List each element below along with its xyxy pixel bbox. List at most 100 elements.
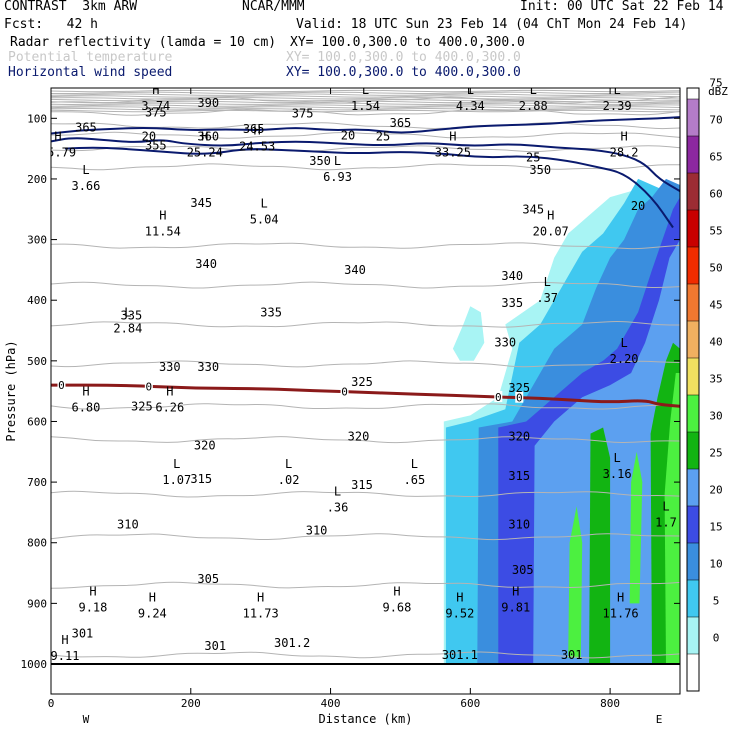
theta-contour-305 bbox=[51, 581, 680, 589]
extremum-value-22: .65 bbox=[404, 473, 426, 487]
theta-label-17: 335 bbox=[501, 296, 523, 310]
theta-upper-contour-10 bbox=[51, 107, 680, 111]
y-tick-label-1000: 1000 bbox=[21, 658, 48, 671]
extremum-value-31: 9.81 bbox=[501, 600, 530, 614]
extremum-value-19: 6.26 bbox=[155, 400, 184, 414]
extremum-value-12: 5.04 bbox=[250, 212, 279, 226]
freezing-label-2: 0 bbox=[341, 386, 348, 399]
colorbar-label-35: 35 bbox=[709, 373, 722, 386]
extremum-mark-21: L bbox=[285, 457, 292, 471]
extremum-value-8: 33.25 bbox=[435, 146, 471, 160]
freezing-level-layer: 0 0 0 0 0 bbox=[51, 379, 680, 408]
colorbar-swatch-7 bbox=[687, 395, 699, 432]
field3-label: Horizontal wind speed bbox=[8, 65, 173, 80]
theta-label-7: 355 bbox=[145, 139, 167, 153]
theta-label-0: 390 bbox=[197, 96, 219, 110]
colorbar-swatch-11 bbox=[687, 247, 699, 284]
extremum-value-17: 2.20 bbox=[610, 352, 639, 366]
model-label: CONTRAST 3km ARW bbox=[4, 0, 138, 14]
theta-label-4: 365 bbox=[243, 122, 265, 136]
x-axis-label: Distance (km) bbox=[319, 712, 413, 726]
extremum-value-20: 1.07 bbox=[162, 473, 191, 487]
extremum-mark-9: H bbox=[620, 130, 627, 144]
extremum-mark-6: H bbox=[201, 130, 208, 144]
extremum-value-14: 20.07 bbox=[533, 224, 569, 238]
theta-label-28: 315 bbox=[351, 478, 373, 492]
theta-label-37: 301.2 bbox=[274, 636, 310, 650]
theta-label-9: 350 bbox=[529, 163, 551, 177]
extremum-mark-3: L bbox=[530, 83, 537, 97]
colorbar-label-5: 5 bbox=[713, 595, 720, 608]
colorbar-frame bbox=[686, 87, 700, 692]
theta-label-18: 330 bbox=[159, 360, 181, 374]
colorbar-label-55: 55 bbox=[709, 225, 722, 238]
extremum-mark-31: H bbox=[512, 584, 519, 598]
theta-label-32: 310 bbox=[508, 518, 530, 532]
reflectivity-layer bbox=[443, 178, 680, 664]
theta-label-19: 330 bbox=[197, 360, 219, 374]
extremum-value-1: 1.54 bbox=[351, 99, 380, 113]
extremum-value-23: 3.16 bbox=[603, 467, 632, 481]
theta-label-22: 325 bbox=[351, 375, 373, 389]
y-tick-label-300: 300 bbox=[27, 234, 47, 247]
extremum-mark-1: L bbox=[362, 83, 369, 97]
extremum-mark-12: L bbox=[261, 196, 268, 210]
theta-upper-contour-7 bbox=[51, 102, 680, 105]
field1-xy: XY= 100.0,300.0 to 400.0,300.0 bbox=[290, 35, 525, 50]
field2-label: Potential temperature bbox=[8, 50, 173, 65]
extremum-value-5: 25.79 bbox=[40, 146, 76, 160]
theta-contour-390 bbox=[51, 96, 680, 104]
extremum-mark-13: H bbox=[159, 208, 166, 222]
y-tick-label-900: 900 bbox=[27, 597, 47, 610]
extremum-value-33: 9.11 bbox=[51, 649, 80, 663]
theta-label-10: 345 bbox=[190, 196, 212, 210]
wind-label-0: 20 bbox=[142, 130, 156, 144]
extremum-value-16: 2.84 bbox=[113, 321, 142, 335]
theta-contour-330 bbox=[51, 360, 680, 368]
x-end-east: E bbox=[656, 713, 663, 726]
reflectivity-region-9 bbox=[629, 451, 643, 604]
theta-contour-350 bbox=[51, 163, 680, 171]
theta-label-33: 305 bbox=[197, 572, 219, 586]
colorbar-label-30: 30 bbox=[709, 410, 722, 423]
extremum-value-32: 11.76 bbox=[603, 606, 639, 620]
colorbar-label-40: 40 bbox=[709, 336, 722, 349]
colorbar-label-60: 60 bbox=[709, 188, 722, 201]
extremum-value-9: 28.2 bbox=[610, 146, 639, 160]
field2-xy: XY= 100.0,300.0 to 400.0,300.0 bbox=[286, 50, 521, 65]
extremum-mark-17: L bbox=[620, 336, 627, 350]
colorbar-label-20: 20 bbox=[709, 484, 722, 497]
extremum-value-27: 9.24 bbox=[138, 606, 167, 620]
contour-label-layer: 390 375 375 365 365 365 360 355 350 350 345 345 340 3… bbox=[40, 83, 677, 663]
theta-upper-contour-5 bbox=[51, 98, 680, 102]
extremum-mark-8: H bbox=[449, 130, 456, 144]
theta-contour-345 bbox=[51, 242, 680, 250]
extremum-value-7: 24.53 bbox=[239, 140, 275, 154]
x-end-west: W bbox=[83, 713, 90, 726]
extremum-mark-28: H bbox=[257, 590, 264, 604]
y-tick-label-100: 100 bbox=[27, 112, 47, 125]
theta-label-38: 301.1 bbox=[442, 648, 478, 662]
reflectivity-region-1 bbox=[452, 306, 485, 361]
extremum-value-21: .02 bbox=[278, 473, 300, 487]
reflectivity-region-10 bbox=[664, 373, 680, 664]
extremum-mark-19: H bbox=[166, 384, 173, 398]
extremum-mark-4: L bbox=[613, 83, 620, 97]
extremum-value-6: 25.24 bbox=[187, 146, 223, 160]
field3-xy: XY= 100.0,300.0 to 400.0,300.0 bbox=[286, 65, 521, 80]
theta-contour-360 bbox=[51, 131, 680, 139]
theta-label-34: 305 bbox=[512, 563, 534, 577]
extremum-value-10: 6.93 bbox=[323, 170, 352, 184]
theta-label-8: 350 bbox=[309, 154, 331, 168]
y-tick-label-600: 600 bbox=[27, 415, 47, 428]
y-axis-label: Pressure (hPa) bbox=[4, 340, 18, 441]
extremum-value-15: .37 bbox=[536, 291, 558, 305]
extremum-mark-10: L bbox=[334, 154, 341, 168]
colorbar-label-10: 10 bbox=[709, 558, 722, 571]
colorbar-swatch-14 bbox=[687, 136, 699, 173]
extremum-value-0: 3.74 bbox=[141, 99, 170, 113]
theta-label-29: 315 bbox=[508, 469, 530, 483]
theta-upper-contour-3 bbox=[51, 95, 680, 98]
extremum-mark-25: L bbox=[662, 499, 669, 513]
